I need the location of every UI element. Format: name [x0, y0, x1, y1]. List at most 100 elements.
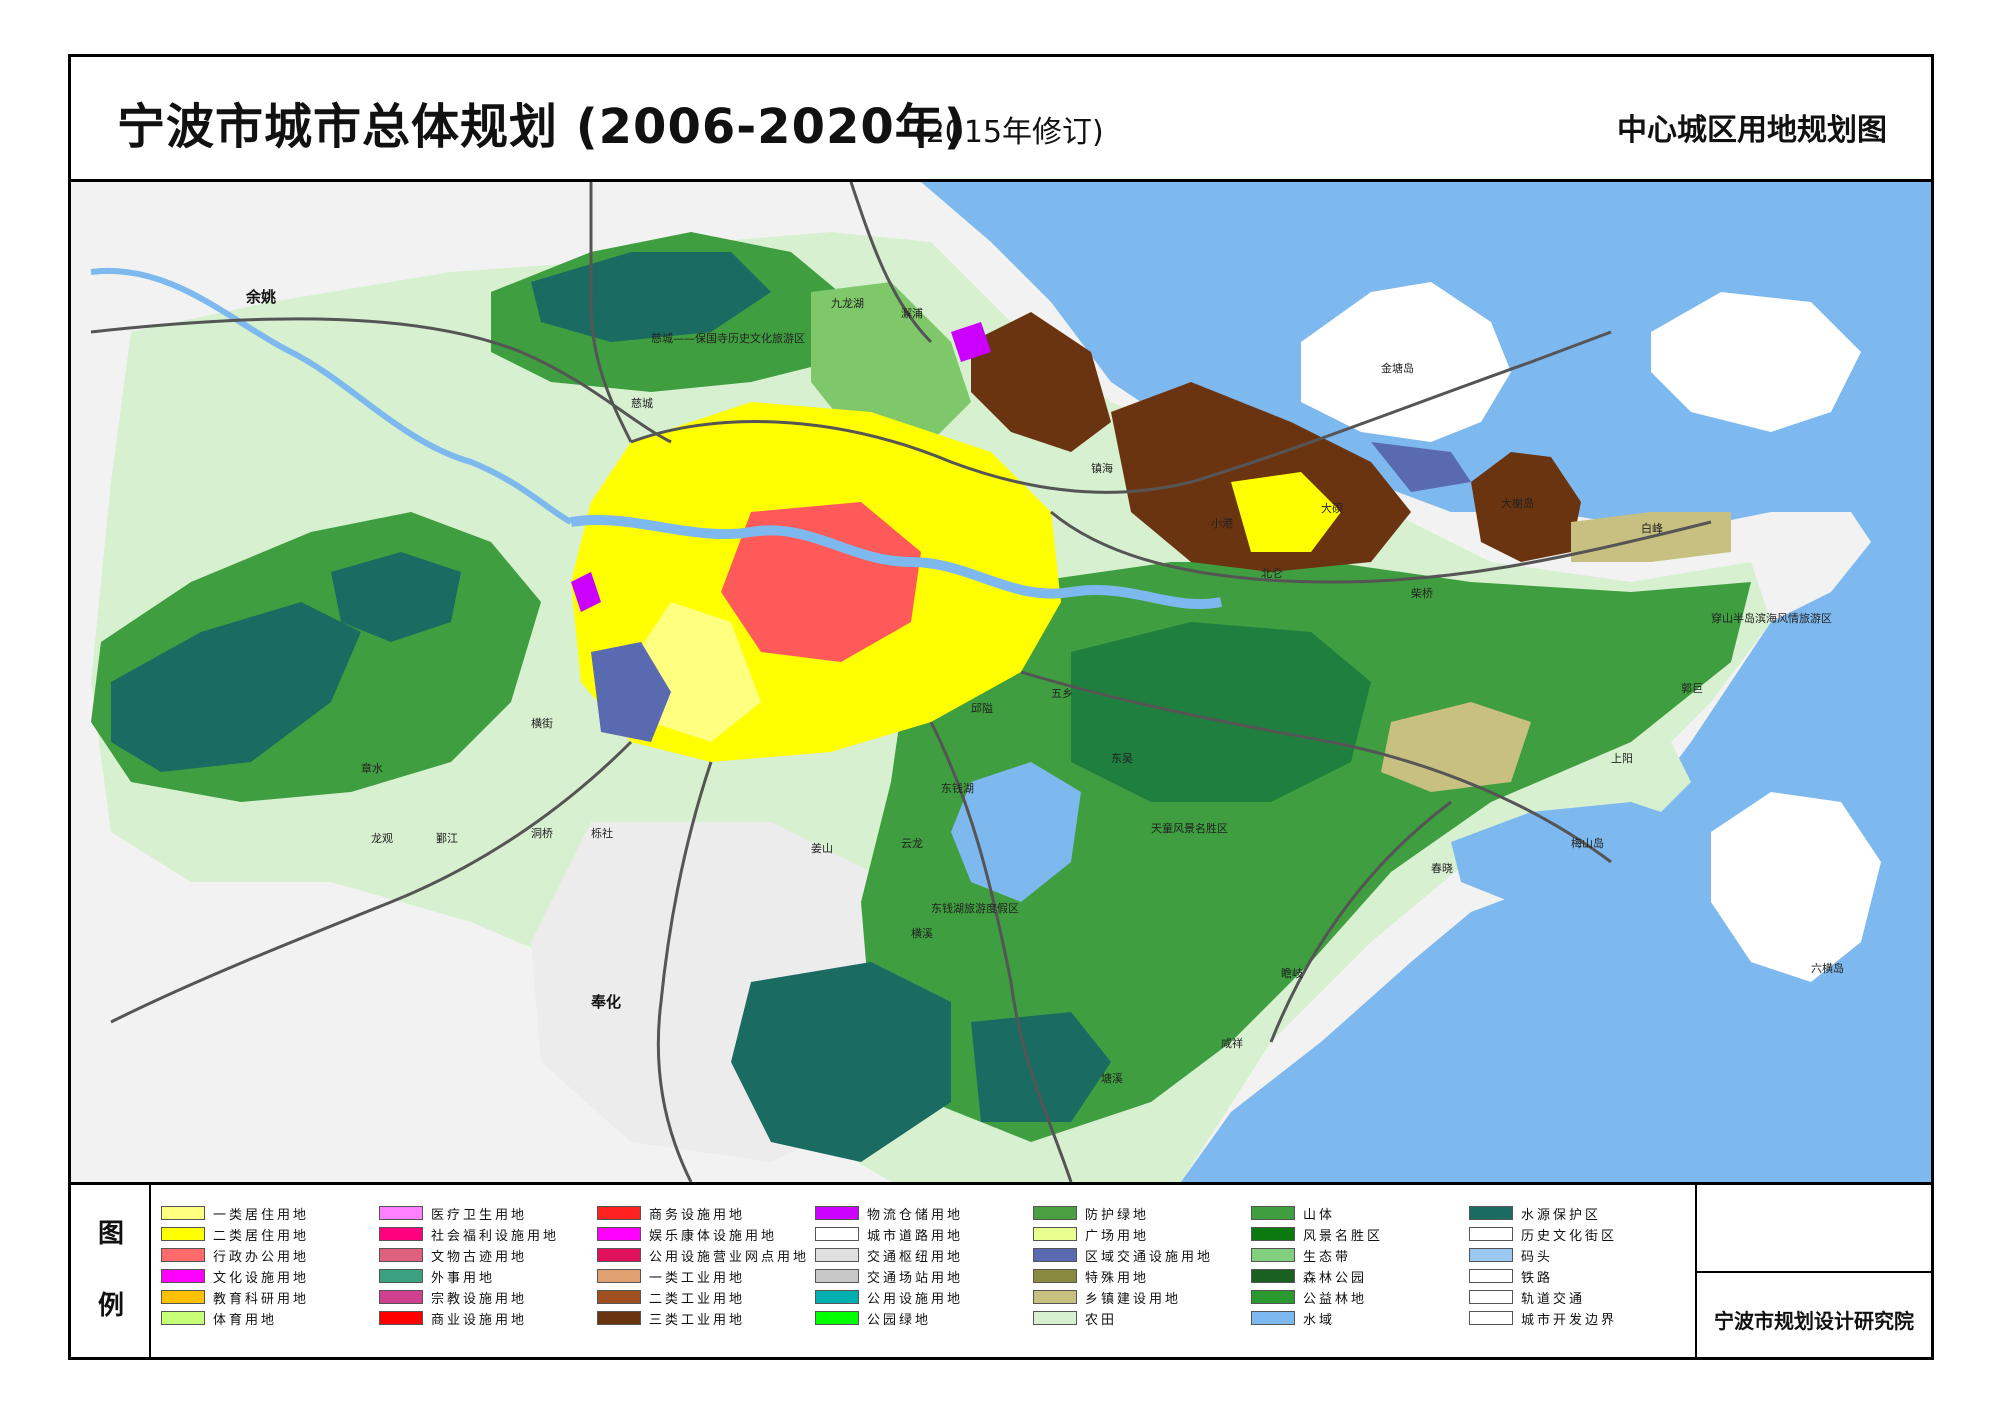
label-yunlong: 云龙 — [901, 837, 923, 850]
legend-label: 森林公园 — [1303, 1271, 1368, 1286]
legend-swatch — [379, 1206, 423, 1220]
legend-label: 医疗卫生用地 — [431, 1208, 528, 1223]
legend-item: 风景名胜区 — [1251, 1224, 1461, 1244]
legend-item: 文化设施用地 — [161, 1266, 371, 1286]
legend-label: 文物古迹用地 — [431, 1250, 528, 1265]
legend-item: 乡镇建设用地 — [1033, 1287, 1243, 1307]
urban-logistics — [571, 572, 601, 612]
legend-item: 物流仓储用地 — [815, 1203, 1025, 1223]
legend-swatch — [1033, 1290, 1077, 1304]
legend-label: 区域交通设施用地 — [1085, 1250, 1214, 1265]
liuheng-island — [1711, 792, 1881, 982]
legend-item: 水源保护区 — [1469, 1203, 1679, 1223]
south-water-protect — [731, 962, 951, 1162]
label-fenghua: 奉化 — [590, 993, 621, 1011]
label-dongwu: 东吴 — [1111, 752, 1133, 765]
legend-swatch — [379, 1248, 423, 1262]
road-network — [90, 182, 1712, 1182]
label-bacheng: 塘溪 — [1101, 1071, 1123, 1085]
legend-swatch — [597, 1290, 641, 1304]
legend-label: 交通场站用地 — [867, 1271, 964, 1286]
legend-item: 公用设施用地 — [815, 1287, 1025, 1307]
legend-item: 医疗卫生用地 — [379, 1203, 589, 1223]
legend-item: 外事用地 — [379, 1266, 589, 1286]
legend-label: 公园绿地 — [867, 1313, 932, 1328]
legend-swatch — [161, 1227, 205, 1241]
west-water-protect — [111, 602, 361, 772]
label-cicheng: 慈城 — [631, 396, 653, 410]
legend-label: 外事用地 — [431, 1271, 496, 1286]
legend-swatch — [161, 1269, 205, 1283]
legend-label: 社会福利设施用地 — [431, 1229, 560, 1244]
legend-item: 社会福利设施用地 — [379, 1224, 589, 1244]
legend-label: 三类工业用地 — [649, 1313, 746, 1328]
label-xiepu: 澥浦 — [901, 306, 923, 320]
legend-swatch — [1469, 1227, 1513, 1241]
legend-item: 历史文化街区 — [1469, 1224, 1679, 1244]
legend-item: 公园绿地 — [815, 1308, 1025, 1328]
label-baifeng: 白峰 — [1641, 521, 1663, 535]
legend-item: 城市开发边界 — [1469, 1308, 1679, 1328]
legend-label: 防护绿地 — [1085, 1208, 1150, 1223]
legend-swatch — [597, 1311, 641, 1325]
legend-item: 山体 — [1251, 1203, 1461, 1223]
legend-item: 文物古迹用地 — [379, 1245, 589, 1265]
legend-item: 水域 — [1251, 1308, 1461, 1328]
legend-label: 历史文化街区 — [1521, 1229, 1618, 1244]
legend-item: 教育科研用地 — [161, 1287, 371, 1307]
legend-swatch — [1469, 1248, 1513, 1262]
organization-divider — [1697, 1271, 1931, 1273]
legend-item: 轨道交通 — [1469, 1287, 1679, 1307]
legend-item: 商业设施用地 — [379, 1308, 589, 1328]
label-daxie: 大榭岛 — [1501, 496, 1534, 510]
legend-label: 娱乐康体设施用地 — [649, 1229, 778, 1244]
yong-river — [570, 514, 1222, 610]
legend-item: 码头 — [1469, 1245, 1679, 1265]
sub-title: (2015年修订) — [914, 115, 1104, 150]
legend-label: 公用设施营业网点用地 — [649, 1250, 810, 1265]
legend-swatch — [1033, 1206, 1077, 1220]
legend-item: 二类工业用地 — [597, 1287, 807, 1307]
legend-swatch — [1033, 1227, 1077, 1241]
legend-swatch — [1033, 1248, 1077, 1262]
legend-swatch — [1251, 1206, 1295, 1220]
map-name: 中心城区用地规划图 — [1617, 113, 1887, 148]
legend-swatch — [1251, 1248, 1295, 1262]
legend-item: 商务设施用地 — [597, 1203, 807, 1223]
legend-item: 二类居住用地 — [161, 1224, 371, 1244]
main-title: 宁波市城市总体规划 (2006-2020年) — [117, 99, 967, 155]
legend-swatch — [161, 1206, 205, 1220]
zhenhai-industrial — [971, 312, 1111, 452]
legend-label: 物流仓储用地 — [867, 1208, 964, 1223]
legend-item: 一类居住用地 — [161, 1203, 371, 1223]
legend-label: 特殊用地 — [1085, 1271, 1150, 1286]
legend-swatch — [1251, 1269, 1295, 1283]
legend-item: 城市道路用地 — [815, 1224, 1025, 1244]
legend-swatch — [815, 1290, 859, 1304]
legend-label: 交通枢纽用地 — [867, 1250, 964, 1265]
legend-swatch — [1251, 1227, 1295, 1241]
zhenhai-logistics — [951, 322, 991, 362]
legend-label: 山体 — [1303, 1208, 1336, 1223]
label-xiaogang: 小港 — [1211, 517, 1233, 530]
legend-label: 公用设施用地 — [867, 1292, 964, 1307]
legend-label: 水域 — [1303, 1313, 1336, 1328]
legend-label: 一类工业用地 — [649, 1271, 746, 1286]
legend-item: 生态带 — [1251, 1245, 1461, 1265]
legend-item: 公益林地 — [1251, 1287, 1461, 1307]
label-yinzhou: 邱隘 — [971, 701, 993, 715]
legend-item: 交通场站用地 — [815, 1266, 1025, 1286]
legend-label: 教育科研用地 — [213, 1292, 310, 1307]
legend-item: 森林公园 — [1251, 1266, 1461, 1286]
map-frame: 宁波市城市总体规划 (2006-2020年) (2015年修订) 中心城区用地规… — [68, 54, 1934, 1360]
label-tianhe: 天童风景名胜区 — [1151, 821, 1228, 835]
urban-west-industrial — [591, 642, 671, 742]
organization-box: 宁波市规划设计研究院 — [1695, 1185, 1931, 1357]
label-xiaobu: 栎社 — [591, 826, 613, 840]
label-cicheng-area: 慈城——保国寺历史文化旅游区 — [651, 331, 805, 345]
legend-heading-2: 例 — [97, 1291, 124, 1321]
jintang-island — [1301, 282, 1511, 442]
label-hengxi: 横溪 — [911, 926, 933, 940]
north-east-greens — [811, 282, 971, 442]
label-yuyao: 余姚 — [245, 288, 276, 306]
